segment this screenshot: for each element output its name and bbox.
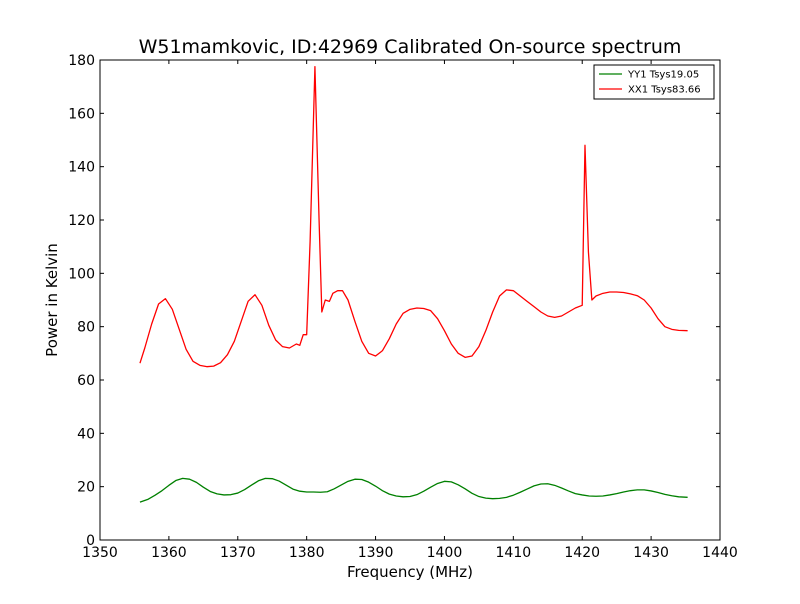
series-line-0 [139, 477, 688, 503]
y-tick-label: 160 [68, 106, 95, 122]
plot-frame [99, 59, 721, 541]
y-tick-label: 140 [68, 160, 95, 176]
y-tick-label: 120 [68, 213, 95, 229]
x-tick-label: 1370 [220, 545, 256, 561]
legend-box [593, 64, 715, 100]
chart-legend: YY1 Tsys19.05 XX1 Tsys83.66 [593, 64, 715, 100]
y-tick-label: 60 [77, 373, 95, 389]
series-line-1 [139, 66, 688, 368]
x-tick-label: 1420 [564, 545, 600, 561]
y-tick-label: 20 [77, 480, 95, 496]
legend-label-1: XX1 Tsys83.66 [628, 85, 701, 96]
y-tick-label: 40 [77, 426, 95, 442]
x-tick-label: 1400 [427, 545, 463, 561]
x-tick-label: 1350 [82, 545, 118, 561]
x-tick-label: 1390 [358, 545, 394, 561]
y-tick-label: 80 [77, 320, 95, 336]
x-tick-label: 1410 [496, 545, 532, 561]
y-axis-label: Power in Kelvin [43, 243, 61, 357]
x-tick-label: 1360 [151, 545, 187, 561]
y-tick-label: 100 [68, 266, 95, 282]
x-axis-label: Frequency (MHz) [347, 563, 473, 581]
y-tick-label: 180 [68, 53, 95, 69]
x-tick-label: 1440 [702, 545, 738, 561]
x-tick-label: 1430 [633, 545, 669, 561]
y-tick-label: 0 [86, 533, 95, 549]
legend-label-0: YY1 Tsys19.05 [627, 70, 699, 81]
x-tick-label: 1380 [289, 545, 325, 561]
chart-title: W51mamkovic, ID:42969 Calibrated On-sour… [139, 36, 682, 58]
